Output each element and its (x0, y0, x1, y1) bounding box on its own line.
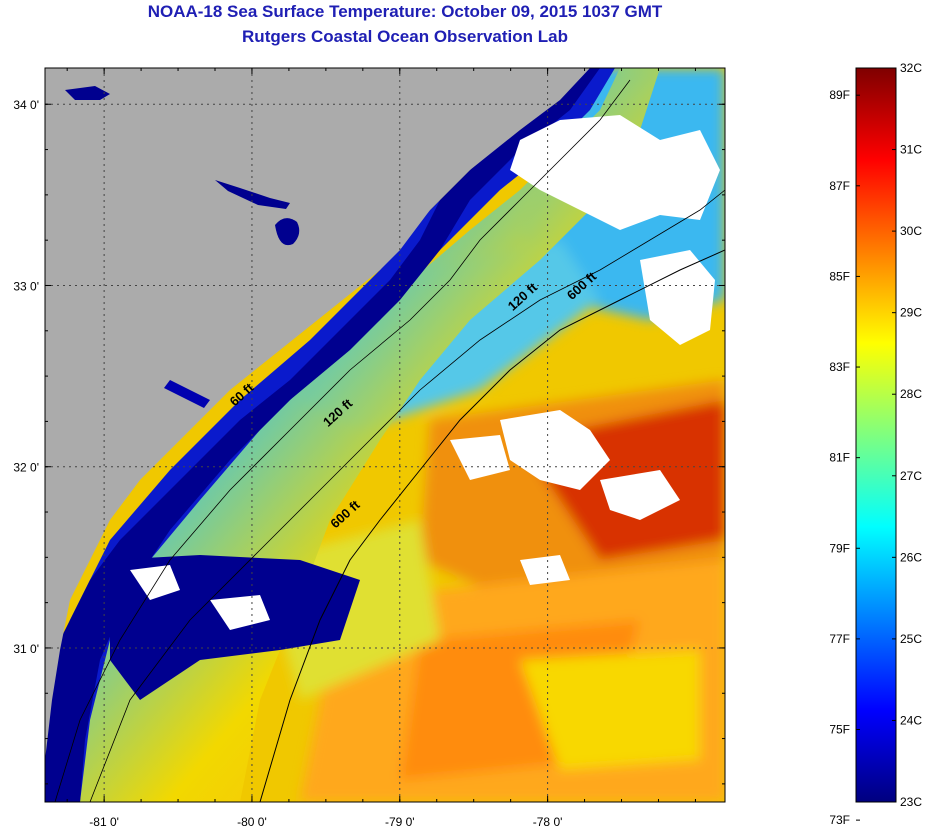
colorbar-celsius-label: 26C (900, 550, 922, 564)
lon-tick-label: -79 0' (385, 815, 415, 829)
lon-tick-label: -80 0' (237, 815, 267, 829)
colorbar-celsius-label: 25C (900, 632, 922, 646)
cloud-center (500, 410, 610, 490)
cloud-east-2 (520, 555, 570, 585)
colorbar-celsius-label: 28C (900, 387, 922, 401)
isobath-120ft (89, 189, 725, 802)
cloud-south-2 (210, 595, 270, 630)
isobath-600ft (259, 249, 725, 802)
cloud-masks (130, 115, 720, 630)
cloud-northeast (640, 250, 715, 345)
lon-tick-label: -78 0' (533, 815, 563, 829)
colorbar-celsius-label: 32C (900, 61, 922, 75)
colorbar-celsius-label: 30C (900, 224, 922, 238)
colorbar-celsius-label: 23C (900, 795, 922, 809)
colorbar-fahrenheit-label: 75F (829, 723, 850, 737)
colorbar-ticks (856, 67, 896, 821)
temperature-colorbar (855, 67, 897, 803)
inland-river-2 (65, 86, 110, 100)
lat-tick-label: 34 0' (13, 98, 39, 112)
map-subtitle: Rutgers Coastal Ocean Observation Lab (242, 27, 568, 46)
lon-tick-label: -81 0' (89, 815, 119, 829)
cloud-center-2 (450, 435, 510, 480)
cloud-north (510, 115, 720, 230)
lat-tick-label: 31 0' (13, 642, 39, 656)
lat-lon-grid (45, 68, 725, 802)
cloud-east (600, 470, 680, 520)
colorbar-celsius-label: 27C (900, 469, 922, 483)
inland-lake (275, 218, 300, 246)
map-title: NOAA-18 Sea Surface Temperature: October… (147, 2, 663, 21)
inland-river-3 (164, 380, 210, 408)
colorbar-fahrenheit-label: 87F (829, 179, 850, 193)
colorbar-fahrenheit-label: 89F (829, 88, 850, 102)
lat-tick-label: 32 0' (13, 461, 39, 475)
colorbar-fahrenheit-label: 83F (829, 360, 850, 374)
colorbar-fahrenheit-label: 77F (829, 632, 850, 646)
inland-river-1 (215, 180, 290, 209)
map-frame (44, 67, 726, 803)
colorbar-celsius-label: 29C (900, 306, 922, 320)
colorbar-fahrenheit-label: 85F (829, 269, 850, 283)
colorbar-labels: 32C 31C 30C 29C 28C 27C 26C 25C 24C 23C 89F 87F 85F 8… (829, 61, 922, 827)
colorbar-celsius-label: 24C (900, 713, 922, 727)
cloud-south (130, 565, 180, 600)
axis-tick-labels: -81 0' -80 0' -79 0' -78 0' 34 0' 33 0' 32 0' 3… (13, 98, 562, 829)
colorbar-celsius-label: 31C (900, 143, 922, 157)
colorbar-fahrenheit-label: 73F (829, 813, 850, 827)
colorbar-fahrenheit-label: 79F (829, 541, 850, 555)
isobath-60ft (54, 79, 631, 802)
axis-ticks (45, 68, 725, 802)
land-area (45, 68, 590, 760)
colorbar-fahrenheit-label: 81F (829, 451, 850, 465)
lat-tick-label: 33 0' (13, 279, 39, 293)
